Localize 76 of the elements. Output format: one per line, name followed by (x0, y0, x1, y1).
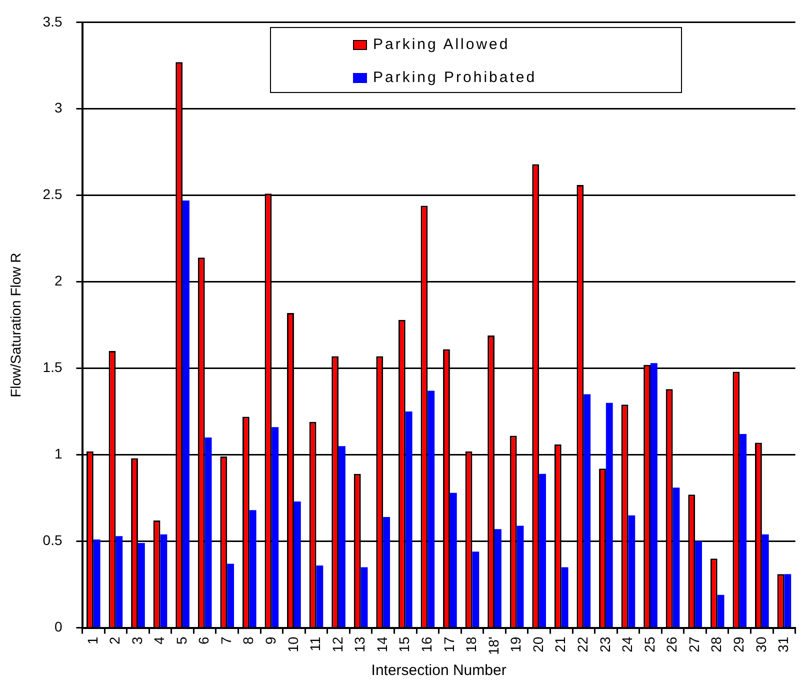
x-tick-label: 2 (106, 636, 123, 645)
bar (584, 394, 591, 628)
y-tick-label: 1 (54, 446, 62, 462)
x-tick-label: 8 (240, 636, 256, 645)
x-tick-label: 25 (641, 636, 658, 652)
x-tick-label: 30 (752, 636, 769, 652)
bar (294, 501, 301, 628)
bar (717, 594, 724, 628)
x-tick-label: 21 (552, 636, 568, 652)
bar (116, 536, 123, 628)
bar (204, 438, 212, 628)
x-tick-label: 11 (307, 636, 324, 652)
bar (93, 540, 100, 628)
x-tick-label: 23 (596, 636, 613, 652)
bar (138, 543, 145, 628)
x-tick-label: 10 (284, 636, 301, 652)
x-tick-label: 28 (708, 636, 724, 652)
x-tick-label: 15 (396, 636, 412, 652)
bar (428, 390, 435, 628)
bar (628, 515, 636, 628)
bar (784, 574, 792, 628)
y-tick-label: 3 (54, 100, 62, 116)
x-tick-label: 19 (508, 636, 524, 652)
bar (672, 488, 680, 628)
bar (360, 567, 368, 628)
x-tick-label: 31 (775, 636, 792, 652)
y-tick-label: 0 (54, 618, 62, 635)
x-tick-label: 20 (530, 636, 546, 652)
y-axis-title: Flow/Saturation Flow R (7, 252, 24, 398)
bar (316, 565, 324, 628)
x-tick-label: 5 (173, 636, 190, 645)
bar (516, 526, 524, 628)
bar (740, 434, 747, 628)
bar (160, 534, 168, 628)
bar (338, 446, 346, 628)
x-tick-label: 3 (128, 636, 145, 645)
bar (561, 567, 568, 628)
bar (650, 363, 658, 628)
y-tick-label: 2 (54, 272, 62, 289)
bar (272, 427, 279, 628)
bar (606, 402, 613, 628)
bar (494, 529, 502, 628)
bar (383, 517, 390, 628)
bar (182, 200, 190, 628)
x-tick-label: 27 (686, 636, 702, 652)
legend-label: Parking Allowed (373, 36, 510, 53)
bar (227, 564, 234, 628)
x-tick-label: 7 (218, 636, 234, 645)
x-tick-label: 6 (196, 636, 212, 645)
x-tick-label: 16 (418, 636, 435, 652)
bar (539, 474, 546, 628)
x-tick-label: 13 (352, 636, 368, 652)
y-tick-label: 2.5 (42, 186, 62, 202)
bar (249, 510, 256, 628)
x-tick-label: 29 (730, 636, 746, 652)
y-tick-label: 3.5 (42, 13, 62, 30)
y-tick-label: 1.5 (42, 359, 62, 376)
bar (762, 534, 769, 628)
legend-label: Parking Prohibated (373, 69, 537, 86)
x-tick-label: 22 (574, 636, 591, 652)
x-axis-title: Intersection Number (371, 662, 506, 680)
x-tick-label: 9 (262, 636, 279, 645)
x-tick-label: 26 (664, 636, 680, 652)
bar (695, 541, 702, 628)
x-tick-label: 17 (440, 636, 457, 652)
x-tick-label: 12 (329, 636, 346, 652)
x-tick-label: 24 (619, 636, 636, 652)
bar (405, 412, 412, 628)
x-tick-label: 4 (151, 636, 168, 645)
bar (472, 552, 480, 628)
y-tick-label: 0.5 (42, 532, 62, 548)
x-tick-label: 18 (463, 636, 480, 652)
x-tick-label: 14 (374, 636, 390, 652)
x-tick-label: 1 (84, 636, 100, 645)
x-tick-label: 18' (485, 636, 502, 656)
bar (450, 492, 457, 628)
